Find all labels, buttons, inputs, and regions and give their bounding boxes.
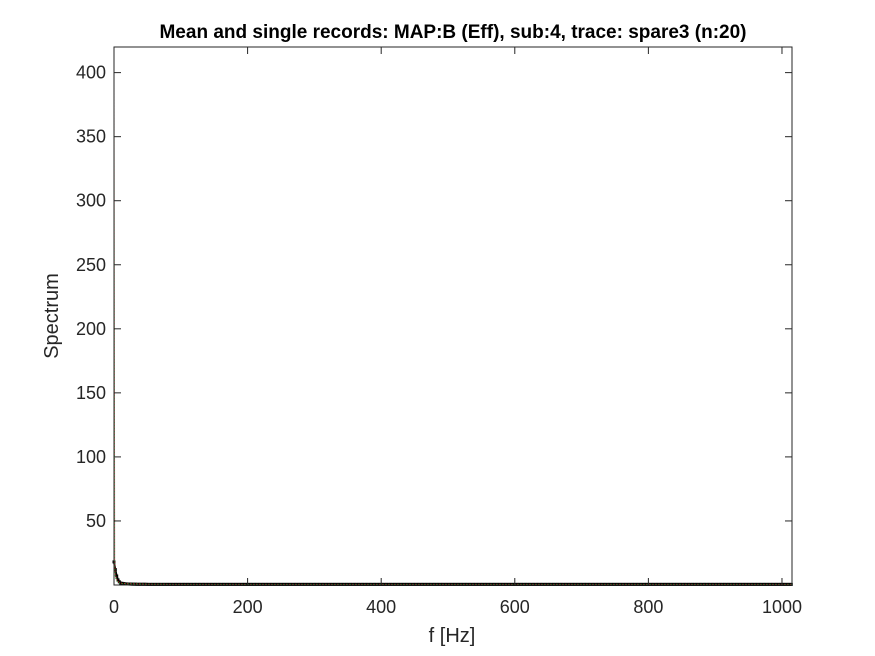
- series-layer: [112, 72, 793, 586]
- y-tick-label: 150: [76, 383, 106, 403]
- series-marker-0: [115, 574, 119, 578]
- x-tick-label: 800: [633, 597, 663, 617]
- y-tick-label: 300: [76, 191, 106, 211]
- y-tick-label: 250: [76, 255, 106, 275]
- plot-area: [114, 47, 792, 585]
- x-tick-label: 600: [500, 597, 530, 617]
- x-tick-label: 200: [233, 597, 263, 617]
- ticks-layer: 0 200 400 600 800 1000 50 100 150 200 250 300 350 400: [76, 47, 802, 617]
- y-tick-label: 100: [76, 447, 106, 467]
- axes-box: [113, 46, 793, 586]
- series-line-2: [113, 98, 792, 585]
- y-tick-label: 50: [86, 511, 106, 531]
- series-marker-0: [116, 578, 120, 582]
- y-axis-label: Spectrum: [41, 273, 63, 359]
- x-axis-label: f [Hz]: [429, 625, 476, 647]
- y-tick-label: 200: [76, 319, 106, 339]
- y-tick-label: 400: [76, 63, 106, 83]
- chart-title: Mean and single records: MAP:B (Eff), su…: [159, 22, 746, 43]
- x-tick-label: 0: [109, 597, 119, 617]
- y-tick-label: 350: [76, 127, 106, 147]
- x-tick-label: 400: [366, 597, 396, 617]
- x-tick-label: 1000: [762, 597, 802, 617]
